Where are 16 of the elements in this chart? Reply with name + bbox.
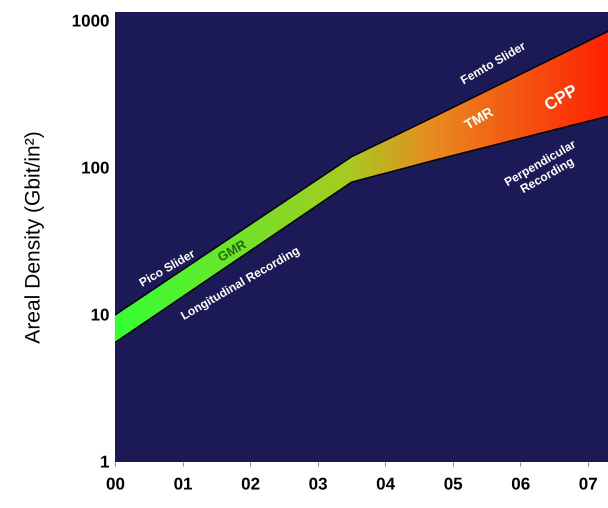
y-tick-label: 1 — [100, 452, 110, 472]
x-tick-label: 06 — [511, 474, 530, 494]
annotation: GMR — [214, 236, 250, 265]
y-tick-label: 10 — [90, 305, 110, 324]
x-tick-label: 04 — [376, 474, 396, 494]
x-tick-label: 00 — [106, 474, 125, 494]
x-tick-label: 01 — [174, 474, 192, 494]
annotation: TMR — [461, 104, 496, 133]
x-tick-label: 07 — [578, 474, 598, 494]
y-tick-label: 1000 — [72, 11, 110, 30]
annotation: CPP — [540, 80, 581, 115]
y-tick-label: 100 — [81, 158, 110, 178]
y-axis-title: Areal Density (Gbit/in²) — [22, 131, 45, 344]
x-tick-label: 05 — [444, 474, 463, 494]
x-tick-label: 03 — [308, 474, 328, 494]
x-tick-label: 02 — [241, 474, 260, 494]
